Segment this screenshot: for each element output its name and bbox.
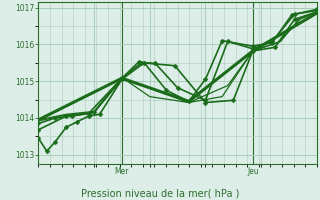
Text: Pression niveau de la mer( hPa ): Pression niveau de la mer( hPa ) [81,188,239,198]
Text: Mer: Mer [115,167,129,176]
Text: Jeu: Jeu [247,167,259,176]
